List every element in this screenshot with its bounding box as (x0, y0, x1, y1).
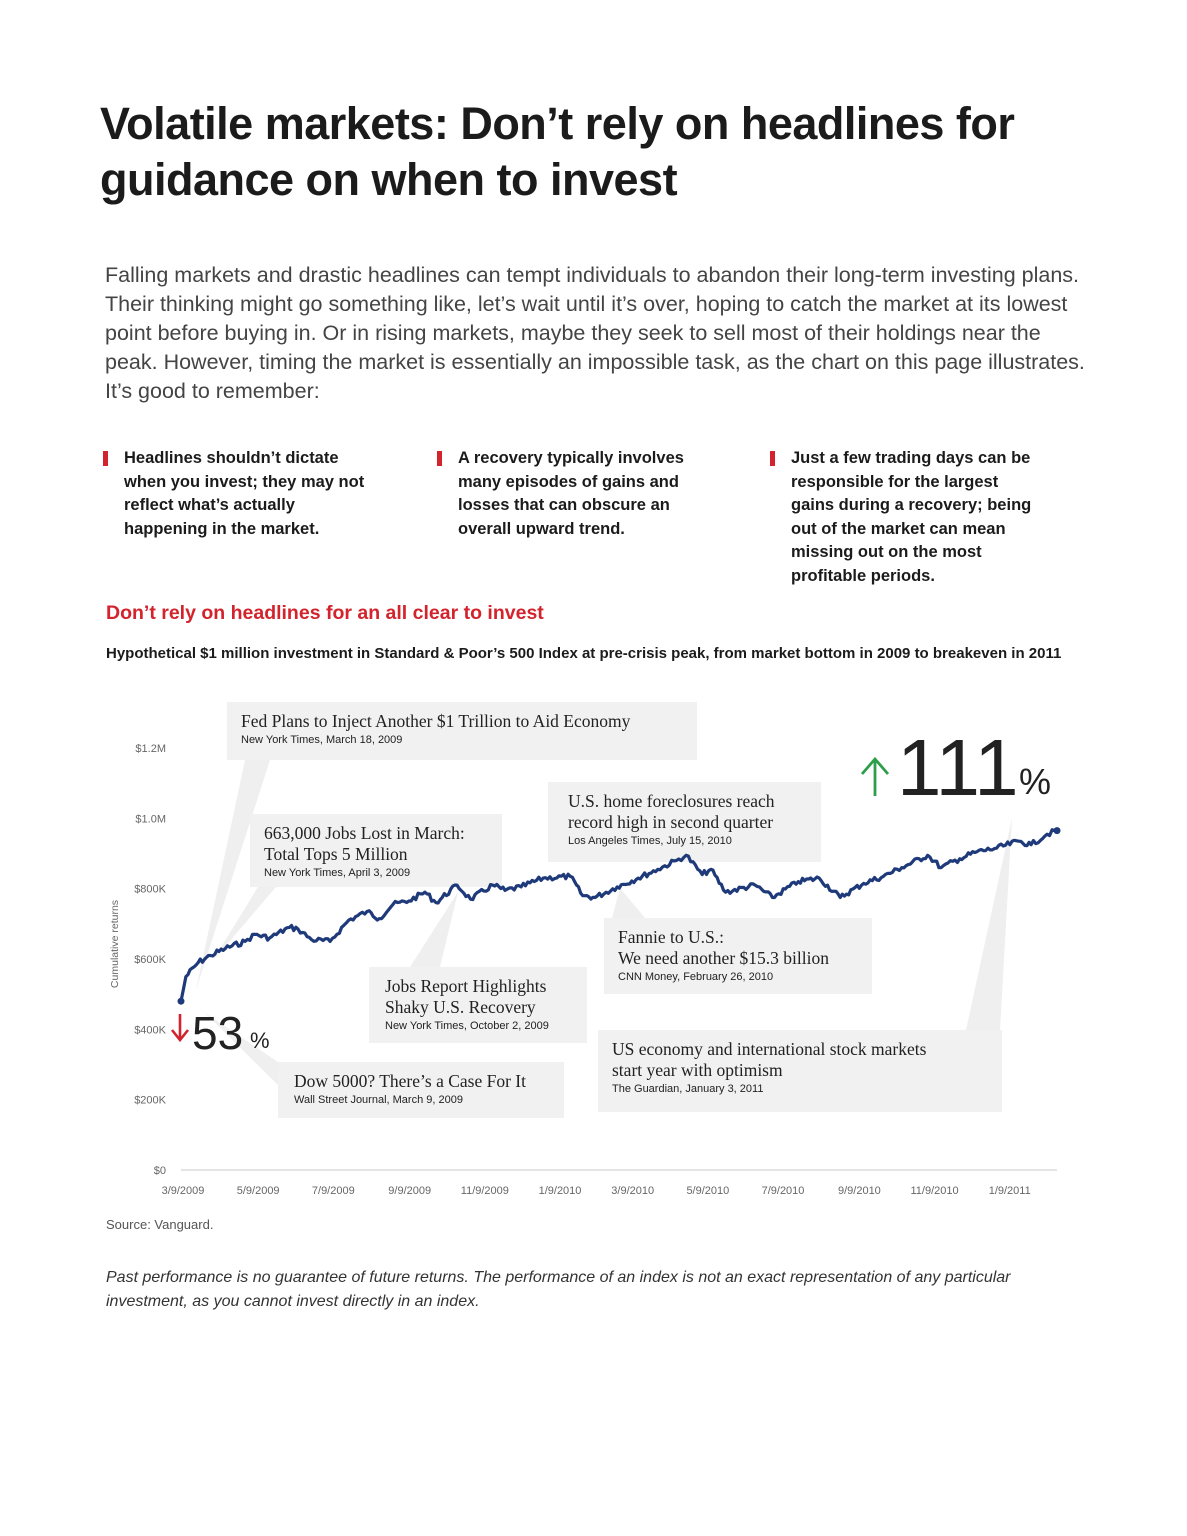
low-percent: 53 (192, 1007, 243, 1059)
y-tick-label: $800K (134, 884, 166, 896)
callout-pointer (612, 888, 645, 918)
x-tick-label: 11/9/2009 (461, 1185, 509, 1197)
headline-text: 663,000 Jobs Lost in March: (264, 823, 465, 843)
callout-box (278, 1062, 564, 1118)
callout-box (227, 702, 697, 760)
y-tick-label: $400K (134, 1024, 166, 1036)
x-tick-label: 11/9/2010 (910, 1185, 958, 1197)
y-tick-label: $1.0M (135, 813, 166, 825)
headline-text: start year with optimism (612, 1060, 783, 1080)
headline-callout: Dow 5000? There’s a Case For It Wall Stre… (204, 1012, 564, 1118)
source-note: Source: Vanguard. (106, 1217, 214, 1232)
headline-source: New York Times, March 18, 2009 (241, 734, 402, 746)
callout-box (369, 967, 587, 1043)
y-axis-label: Cumulative returns (109, 900, 121, 988)
bullet-text-2: A recovery typically involves many episo… (458, 449, 684, 538)
headline-text: US economy and international stock marke… (612, 1039, 927, 1059)
headline-text: Dow 5000? There’s a Case For It (294, 1071, 526, 1091)
headline-callout: Fed Plans to Inject Another $1 Trillion … (196, 702, 697, 990)
up-arrow-icon (860, 756, 890, 796)
y-tick-label: $600K (134, 954, 166, 966)
bullet-item-2: A recovery typically involves many episo… (437, 447, 708, 541)
y-tick-label: $200K (134, 1095, 166, 1107)
x-tick-label: 9/9/2009 (388, 1185, 431, 1197)
bullet-marker (770, 451, 775, 466)
headline-source: Wall Street Journal, March 9, 2009 (294, 1094, 463, 1106)
x-tick-label: 3/9/2010 (611, 1185, 654, 1197)
x-tick-label: 1/9/2010 (539, 1185, 582, 1197)
bullet-marker (437, 451, 442, 466)
callout-box (598, 1030, 1002, 1112)
headline-text: record high in second quarter (568, 812, 773, 832)
bullet-item-3: Just a few trading days can be responsib… (770, 447, 1041, 588)
headline-source: New York Times, October 2, 2009 (385, 1020, 549, 1032)
page-title: Volatile markets: Don’t rely on headline… (100, 96, 1100, 208)
bullet-item-1: Headlines shouldn’t dictate when you inv… (103, 447, 374, 541)
section-title: Don’t rely on headlines for an all clear… (106, 602, 544, 624)
y-tick-label: $0 (154, 1165, 166, 1177)
chart-axes: $0 $200K $400K $600K $800K $1.0M $1.2M 3/9/2009… (109, 743, 1057, 1197)
headline-source: CNN Money, February 26, 2010 (618, 971, 773, 983)
bullet-text-3: Just a few trading days can be responsib… (791, 449, 1032, 585)
x-tick-label: 5/9/2010 (686, 1185, 729, 1197)
down-arrow-icon (170, 1014, 190, 1043)
title-line-1: Volatile markets: Don’t rely on headline… (100, 98, 1015, 149)
headline-text: Fed Plans to Inject Another $1 Trillion … (241, 711, 631, 731)
callout-box (548, 782, 821, 862)
title-line-2: guidance on when to invest (100, 154, 678, 205)
headline-source: Los Angeles Times, July 15, 2010 (568, 835, 732, 847)
callout-pointer (204, 1012, 278, 1085)
x-tick-label: 3/9/2009 (162, 1185, 205, 1197)
headline-source: The Guardian, January 3, 2011 (612, 1083, 763, 1095)
disclaimer: Past performance is no guarantee of futu… (106, 1269, 1011, 1310)
x-tick-label: 5/9/2009 (237, 1185, 280, 1197)
headline-callout: Fannie to U.S.:We need another $15.3 bil… (604, 888, 872, 994)
headline-callout: US economy and international stock marke… (598, 818, 1012, 1112)
callout-pointer (410, 892, 458, 967)
headline-callout: 663,000 Jobs Lost in March:Total Tops 5 … (212, 814, 502, 962)
bullet-text-1: Headlines shouldn’t dictate when you inv… (124, 449, 365, 538)
callout-box (250, 814, 502, 887)
intro-paragraph: Falling markets and drastic headlines ca… (105, 263, 1085, 403)
end-point (1053, 827, 1061, 835)
x-tick-label: 7/9/2010 (762, 1185, 805, 1197)
percent-labels: 53 %111% (170, 723, 1051, 1059)
x-tick-label: 1/9/2011 (989, 1185, 1031, 1197)
high-percent-sign: % (1019, 761, 1051, 802)
headline-text: U.S. home foreclosures reach (568, 791, 775, 811)
low-percent-sign: % (250, 1028, 270, 1053)
callout-pointer (966, 818, 1012, 1030)
headline-source: New York Times, April 3, 2009 (264, 867, 410, 879)
x-tick-label: 9/9/2010 (838, 1185, 881, 1197)
y-tick-label: $1.2M (135, 743, 166, 755)
callout-pointer (212, 887, 276, 962)
high-percent: 111 (897, 723, 1019, 812)
start-point (177, 997, 185, 1005)
headline-callouts: Fed Plans to Inject Another $1 Trillion … (196, 702, 1012, 1118)
series-line (179, 828, 1058, 1002)
headline-text: We need another $15.3 billion (618, 948, 829, 968)
callout-box (604, 918, 872, 994)
headline-text: Fannie to U.S.: (618, 927, 724, 947)
headline-text: Total Tops 5 Million (264, 844, 408, 864)
headline-text: Jobs Report Highlights (385, 976, 547, 996)
headline-text: Shaky U.S. Recovery (385, 997, 536, 1017)
x-tick-label: 7/9/2009 (312, 1185, 355, 1197)
returns-chart: Fed Plans to Inject Another $1 Trillion … (109, 702, 1061, 1197)
bullet-marker (103, 451, 108, 466)
chart-subtitle: Hypothetical $1 million investment in St… (106, 645, 1062, 662)
